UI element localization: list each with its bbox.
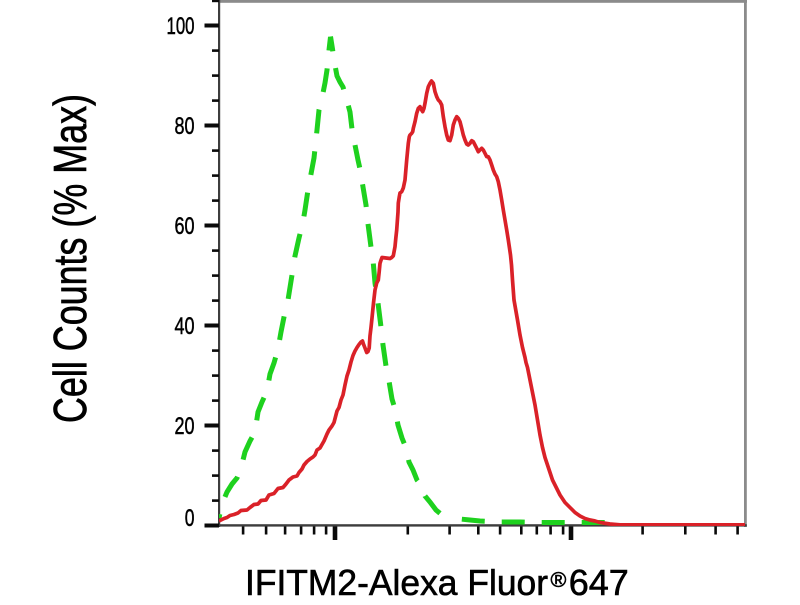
svg-text:20: 20 — [175, 413, 195, 440]
svg-text:0: 0 — [185, 505, 195, 532]
svg-text:®: ® — [551, 568, 567, 592]
svg-text:Cell Counts (% Max): Cell Counts (% Max) — [44, 94, 96, 423]
svg-text:80: 80 — [175, 113, 195, 140]
svg-text:647: 647 — [569, 562, 629, 600]
svg-text:60: 60 — [175, 213, 195, 240]
svg-text:40: 40 — [175, 313, 195, 340]
svg-text:100: 100 — [167, 13, 195, 40]
svg-text:IFITM2-Alexa Fluor: IFITM2-Alexa Fluor — [245, 562, 548, 600]
